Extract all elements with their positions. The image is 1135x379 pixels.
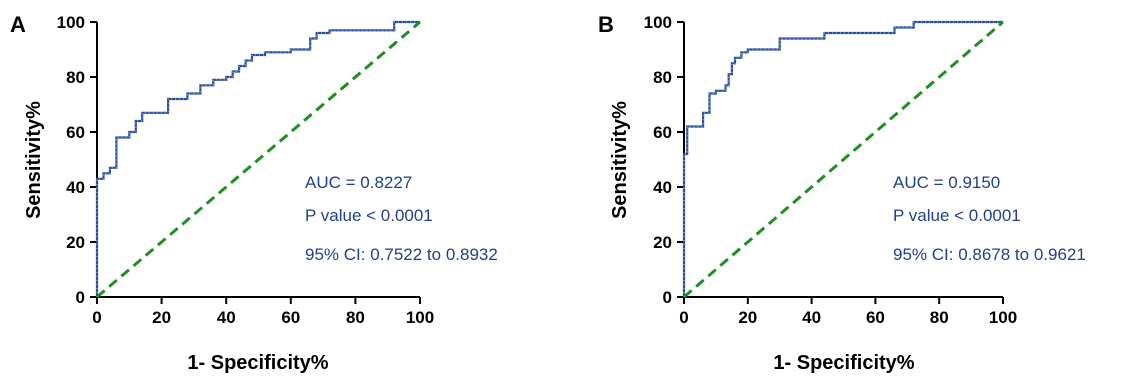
panel-a-x-tick-label: 100 — [406, 308, 434, 327]
panel-a-y-tick-label: 0 — [76, 288, 85, 307]
panel-b-roc-curve-markers — [683, 21, 1003, 297]
panel-a-x-tick-label: 0 — [92, 308, 101, 327]
panel-a-reference-line — [96, 20, 421, 299]
panel-a-x-tick-label: 60 — [281, 308, 300, 327]
panel-b-x-tick-label: 40 — [802, 308, 821, 327]
panel-a-x-tick-label: 40 — [217, 308, 236, 327]
panel-a-y-tick-label: 20 — [66, 233, 85, 252]
panel-b-axes: 0 20 40 60 80 100 0 20 40 60 80 100 — [644, 13, 1018, 327]
panel-a-series — [95, 20, 421, 299]
panel-a-roc-curve — [95, 20, 420, 297]
panel-b-series — [682, 20, 1004, 299]
panel-a-ci-text: 95% CI: 0.7522 to 0.8932 — [305, 245, 498, 264]
panel-a-y-tick-label: 100 — [57, 13, 85, 32]
panel-b-y-tick-label: 80 — [653, 68, 672, 87]
panel-b-auc-text: AUC = 0.9150 — [893, 173, 1000, 192]
panel-b-x-tick-label: 60 — [866, 308, 885, 327]
panel-a-x-axis-title: 1- Specificity% — [187, 352, 328, 374]
panel-b-x-tick-label: 20 — [738, 308, 757, 327]
panel-letter-a: A — [10, 12, 26, 37]
panel-a-x-tick-label: 80 — [346, 308, 365, 327]
panel-b-y-axis-title: Sensitivity% — [609, 101, 631, 219]
panel-a-x-tick-label: 20 — [152, 308, 171, 327]
panel-b-x-axis-title: 1- Specificity% — [773, 352, 914, 374]
panel-letter-b: B — [598, 12, 614, 37]
panel-b-y-tick-label: 60 — [653, 123, 672, 142]
panel-a-pvalue-text: P value < 0.0001 — [305, 206, 433, 225]
panel-b-ci-text: 95% CI: 0.8678 to 0.9621 — [893, 245, 1086, 264]
panel-a-axes: 0 20 40 60 80 100 0 20 40 60 80 100 — [57, 13, 435, 327]
panel-b-x-tick-label: 100 — [989, 308, 1017, 327]
panel-a-y-tick-label: 60 — [66, 123, 85, 142]
panel-b-reference-line — [683, 20, 1004, 299]
panel-b-y-tick-label: 0 — [663, 288, 672, 307]
panel-a-y-tick-label: 80 — [66, 68, 85, 87]
panel-b-x-tick-label: 0 — [679, 308, 688, 327]
panel-a-y-axis-title: Sensitivity% — [23, 101, 45, 219]
panel-b-y-tick-label: 100 — [644, 13, 672, 32]
panel-b-y-tick-label: 40 — [653, 178, 672, 197]
panel-b-y-tick-label: 20 — [653, 233, 672, 252]
panel-b-pvalue-text: P value < 0.0001 — [893, 206, 1021, 225]
panel-a-auc-text: AUC = 0.8227 — [305, 173, 412, 192]
panel-b-x-tick-label: 80 — [930, 308, 949, 327]
panel-a-y-tick-label: 40 — [66, 178, 85, 197]
